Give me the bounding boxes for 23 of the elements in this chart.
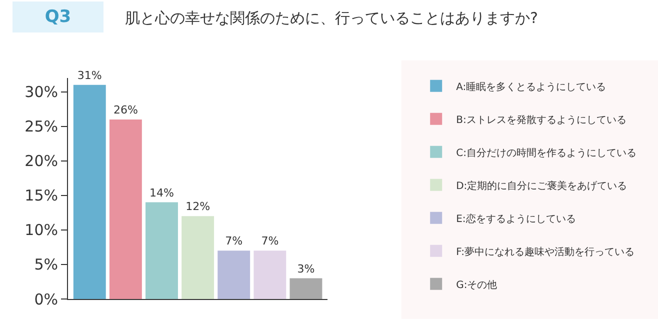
data-label: 7%: [225, 234, 243, 248]
data-label: 31%: [77, 68, 102, 82]
legend-label: E:恋をするようにしている: [456, 212, 576, 225]
legend-label: A:睡眠を多くとるようにしている: [456, 80, 606, 93]
chart-title: 肌と心の幸せな関係のために、行っていることはありますか?: [125, 9, 538, 28]
chart-subtitle: Q3: [44, 7, 72, 27]
y-tick-label: 5%: [34, 256, 58, 274]
y-tick-label: 0%: [34, 290, 58, 308]
y-tick-label: 20%: [24, 152, 58, 170]
y-tick-label: 25%: [24, 118, 58, 136]
legend-label: D:定期的に自分にご褒美をあげている: [456, 180, 628, 192]
data-label: 26%: [113, 103, 138, 116]
y-tick-label: 30%: [24, 83, 58, 102]
legend-label: F:夢中になれる趣味や活動を行っている: [456, 246, 634, 258]
data-label: 3%: [297, 262, 315, 276]
legend-label: C:自分だけの時間を作るようにしている: [456, 146, 636, 159]
data-label: 12%: [186, 200, 210, 214]
data-label: 14%: [150, 186, 174, 200]
y-tick-label: 15%: [24, 186, 58, 205]
legend-label: B:ストレスを発散するようにしている: [456, 114, 626, 126]
y-tick-label: 10%: [24, 221, 58, 240]
data-label: 7%: [261, 234, 279, 248]
legend-label: G:その他: [456, 278, 498, 291]
